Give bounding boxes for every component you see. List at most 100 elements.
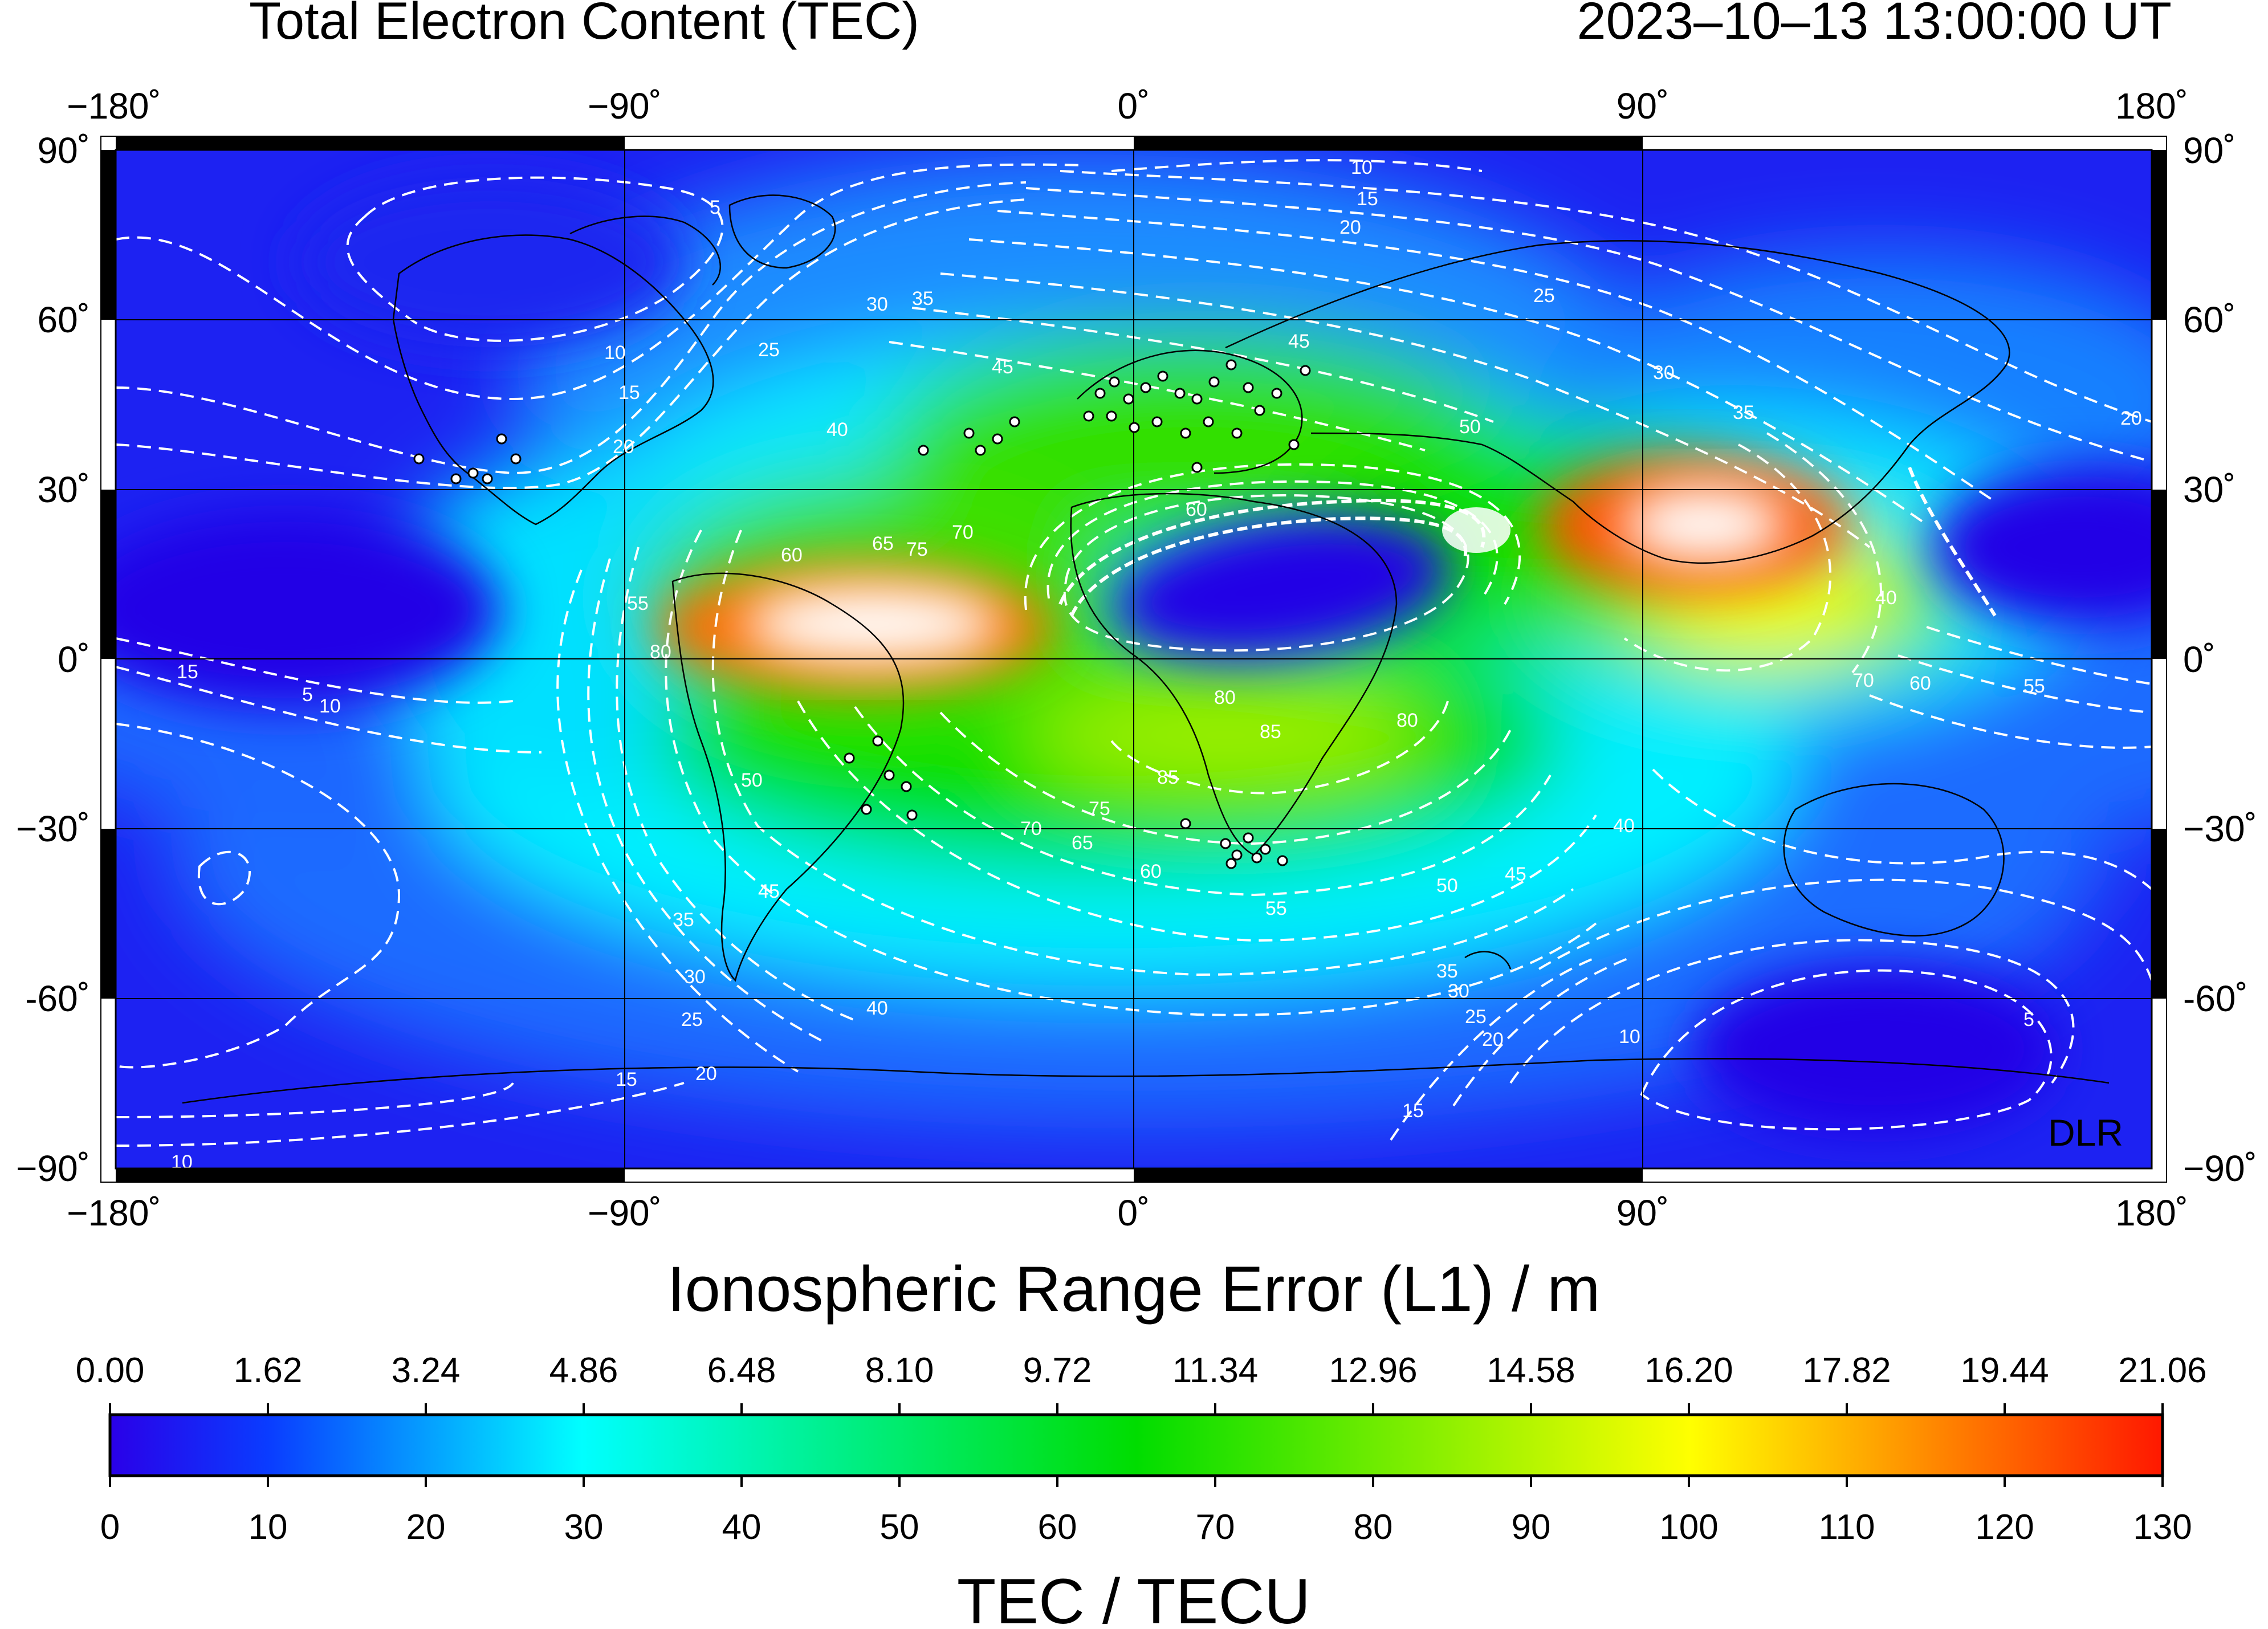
contour-label: 10 (1619, 1026, 1640, 1048)
contour-label: 80 (1396, 710, 1418, 731)
range-error-tick-label: 12.96 (1329, 1351, 1417, 1390)
contour-label: 30 (684, 966, 706, 988)
lon-tick-label: 90˚ (1616, 1192, 1670, 1233)
lat-tick-label: −30˚ (2183, 808, 2257, 849)
range-error-title: Ionospheric Range Error (L1) / m (667, 1253, 1600, 1325)
tec-tick-label: 90 (1512, 1508, 1551, 1547)
tec-tick-label: 0 (100, 1508, 120, 1547)
lat-tick-label: -60˚ (2183, 978, 2248, 1019)
lon-tick-label: −90˚ (588, 85, 662, 127)
contour-label: 15 (616, 1069, 637, 1090)
contour-label: 50 (741, 769, 763, 791)
tec-tick-label: 50 (880, 1508, 919, 1547)
lat-axis-right: 90˚ 60˚ 30˚ 0˚ −30˚ -60˚ −90˚ (2183, 130, 2257, 1189)
tec-tick-label: 110 (1819, 1508, 1875, 1547)
map-title: Total Electron Content (TEC) (249, 0, 919, 50)
contour-label: 10 (1351, 157, 1373, 178)
contour-label: 70 (1020, 818, 1042, 840)
contour-label: 45 (1288, 331, 1310, 352)
tec-tick-label: 30 (564, 1508, 604, 1547)
range-error-tick-label: 16.20 (1644, 1351, 1733, 1390)
contour-label: 15 (1402, 1100, 1424, 1122)
map-frame (100, 136, 2167, 1183)
contour-label: 50 (1459, 416, 1481, 438)
range-error-tick-label: 3.24 (392, 1351, 461, 1390)
range-error-tick-label: 21.06 (2118, 1351, 2206, 1390)
lat-tick-label: -60˚ (25, 978, 90, 1019)
contour-label: 45 (758, 881, 780, 902)
contour-label: 15 (177, 661, 198, 683)
contour-label: 25 (758, 339, 780, 361)
contour-label: 85 (1260, 721, 1281, 743)
tec-tick-label: 80 (1354, 1508, 1393, 1547)
contour-label: 55 (2023, 675, 2045, 697)
lat-tick-label: 30˚ (2183, 469, 2236, 510)
contour-label: 60 (781, 544, 803, 566)
tec-tick-label: 100 (1659, 1508, 1718, 1547)
lon-tick-label: −90˚ (588, 1192, 662, 1233)
lat-tick-label: 90˚ (2183, 130, 2236, 171)
contour-label: 5 (2023, 1009, 2034, 1031)
range-error-tick-label: 14.58 (1487, 1351, 1575, 1390)
lat-tick-label: 0˚ (58, 639, 90, 680)
contour-label: 65 (1072, 832, 1093, 854)
coastlines (182, 194, 2110, 1104)
contour-label: 20 (1482, 1029, 1504, 1050)
color-bar (108, 1403, 2164, 1487)
contour-label: 25 (681, 1009, 703, 1031)
contour-label: 35 (912, 288, 934, 309)
lon-tick-label: 0˚ (1118, 1192, 1150, 1233)
tec-ticks: 0 10 20 30 40 50 60 70 80 90 100 110 120… (100, 1508, 2192, 1547)
contour-label: 20 (1339, 217, 1361, 238)
range-error-tick-label: 8.10 (865, 1351, 934, 1390)
dlr-watermark: DLR (2048, 1111, 2123, 1154)
contour-label: 45 (1505, 864, 1526, 885)
station-markers (413, 359, 1311, 869)
tec-tick-label: 60 (1038, 1508, 1077, 1547)
contour-label: 60 (1140, 861, 1162, 882)
lat-tick-label: 60˚ (38, 299, 91, 340)
lon-tick-label: 90˚ (1616, 85, 1670, 127)
contour-label: 70 (1852, 670, 1874, 691)
tec-tick-label: 70 (1196, 1508, 1235, 1547)
range-error-tick-label: 17.82 (1802, 1351, 1891, 1390)
contour-label: 20 (2120, 408, 2142, 429)
range-error-tick-label: 9.72 (1023, 1351, 1092, 1390)
lon-tick-label: −180˚ (67, 1192, 161, 1233)
contour-label: 60 (1909, 673, 1931, 694)
contour-label: 35 (1436, 960, 1458, 982)
contour-label: 25 (1533, 285, 1555, 307)
contour-label: 20 (695, 1063, 717, 1085)
lat-axis-left: 90˚ 60˚ 30˚ 0˚ −30˚ -60˚ −90˚ (16, 130, 90, 1189)
contour-label: 40 (1875, 587, 1897, 609)
lon-tick-label: 180˚ (2115, 85, 2188, 127)
contour-label: 50 (1436, 875, 1458, 897)
range-error-tick-label: 6.48 (707, 1351, 776, 1390)
tec-map: 5 5 5 10 10 10 10 10 15 15 15 15 15 20 2… (16, 85, 2257, 1233)
contour-label: 60 (1186, 499, 1207, 520)
range-error-ticks: 0.00 1.62 3.24 4.86 6.48 8.10 9.72 11.34… (76, 1351, 2207, 1390)
tec-field: 5 5 5 10 10 10 10 10 15 15 15 15 15 20 2… (116, 150, 2152, 1173)
contour-label: 45 (992, 356, 1013, 378)
lat-tick-label: −30˚ (16, 808, 90, 849)
contour-label: 15 (618, 382, 640, 404)
contour-label: 35 (673, 909, 694, 931)
contour-label: 80 (1214, 687, 1236, 708)
contour-label: 80 (650, 641, 671, 663)
tec-tick-label: 130 (2133, 1508, 2192, 1547)
lat-tick-label: −90˚ (16, 1148, 90, 1189)
contour-label: 20 (613, 436, 634, 458)
contour-label: 65 (872, 533, 894, 555)
lat-tick-label: 60˚ (2183, 299, 2236, 340)
contour-label: 10 (171, 1151, 193, 1173)
contour-label: 40 (826, 419, 848, 441)
range-error-tick-label: 4.86 (549, 1351, 618, 1390)
contour-label: 75 (1089, 798, 1110, 820)
tec-tick-label: 10 (249, 1508, 288, 1547)
contour-label: 55 (627, 593, 649, 614)
lat-tick-label: 90˚ (38, 130, 91, 171)
contour-label: 30 (1448, 980, 1469, 1002)
lon-tick-label: 0˚ (1118, 85, 1150, 127)
contour-lines (116, 159, 2152, 1147)
